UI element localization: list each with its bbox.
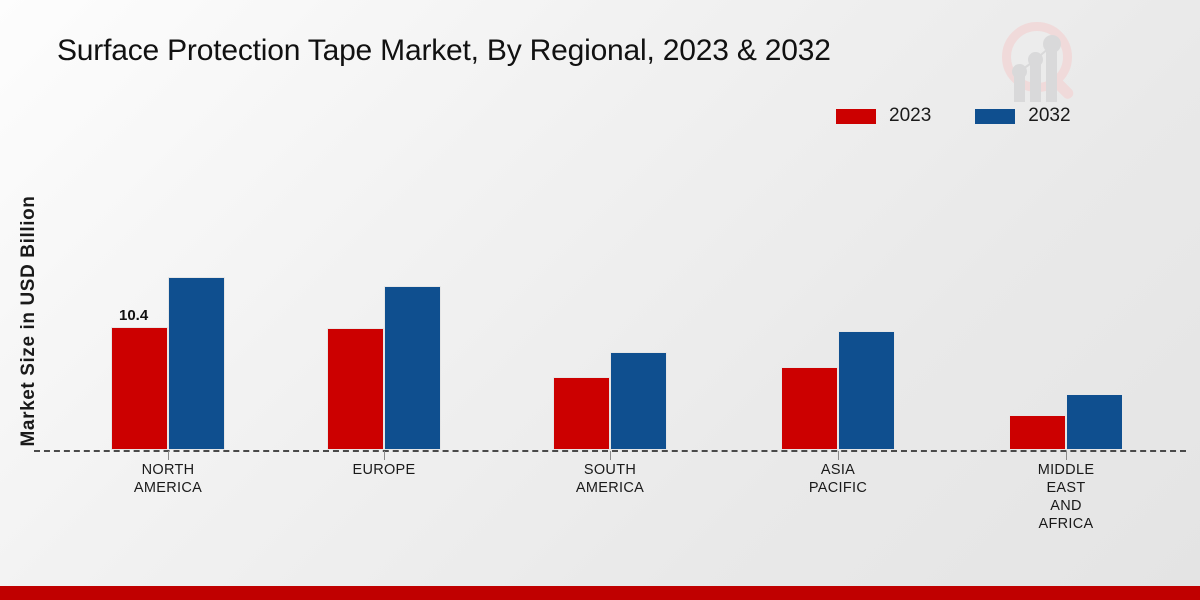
chart-title: Surface Protection Tape Market, By Regio… [57, 34, 831, 67]
x-axis-label-line: AMERICA [575, 480, 645, 496]
x-axis-label-line: EAST [1046, 480, 1086, 496]
bar-2023-north-america [111, 327, 168, 450]
chart-legend: 2023 2032 [836, 105, 1071, 127]
watermark-dot-icon [1028, 52, 1043, 67]
legend-swatch-2023 [836, 108, 876, 124]
x-axis-label: NORTH AMERICA [78, 461, 258, 497]
bar-2032-south-america [610, 352, 667, 450]
x-axis-label-line: AFRICA [1038, 516, 1094, 532]
x-axis-tick [1066, 451, 1067, 460]
bar-value-label: 10.4 [119, 307, 149, 324]
bar-2032-europe [384, 286, 441, 450]
bar-2032-asia-pacific [838, 331, 895, 450]
x-axis-tick [168, 451, 169, 460]
bar-2023-south-america [553, 377, 610, 450]
x-axis-label-line: AND [1050, 498, 1082, 514]
legend-label-2032: 2032 [1028, 105, 1071, 126]
watermark-bar-icon [1046, 46, 1057, 102]
x-axis-tick [838, 451, 839, 460]
watermark-bar-icon [1014, 72, 1025, 102]
bar-2023-asia-pacific [781, 367, 838, 450]
x-axis-label: EUROPE [294, 461, 474, 479]
watermark-dot-icon [1043, 35, 1061, 53]
x-axis-tick [384, 451, 385, 460]
x-axis-label: ASIA PACIFIC [748, 461, 928, 497]
x-axis-label-line: SOUTH [583, 462, 637, 478]
watermark-logo-icon [990, 14, 1090, 109]
x-axis-label-line: ASIA [820, 462, 856, 478]
x-axis-label-line: NORTH [141, 462, 195, 478]
legend-item-2032[interactable]: 2032 [975, 105, 1071, 127]
x-axis-label: MIDDLE EAST AND AFRICA [976, 461, 1156, 533]
x-axis-label: SOUTH AMERICA [520, 461, 700, 497]
x-axis-label-line: AMERICA [133, 480, 203, 496]
x-axis-tick [610, 451, 611, 460]
legend-swatch-2032 [975, 108, 1016, 124]
footer-accent-bar [0, 586, 1200, 600]
watermark-bar-icon [1030, 60, 1041, 102]
watermark-dot-icon [1012, 64, 1027, 79]
legend-label-2023: 2023 [889, 105, 932, 126]
bar-2032-middle-east-and-africa [1066, 394, 1123, 450]
bar-2032-north-america [168, 277, 225, 450]
bar-2023-middle-east-and-africa [1009, 415, 1066, 450]
x-axis-label-line: EUROPE [352, 462, 416, 478]
x-axis-label-line: PACIFIC [808, 480, 868, 496]
legend-item-2023[interactable]: 2023 [836, 105, 931, 127]
x-axis-label-line: MIDDLE [1037, 462, 1095, 478]
bar-2023-europe [327, 328, 384, 450]
